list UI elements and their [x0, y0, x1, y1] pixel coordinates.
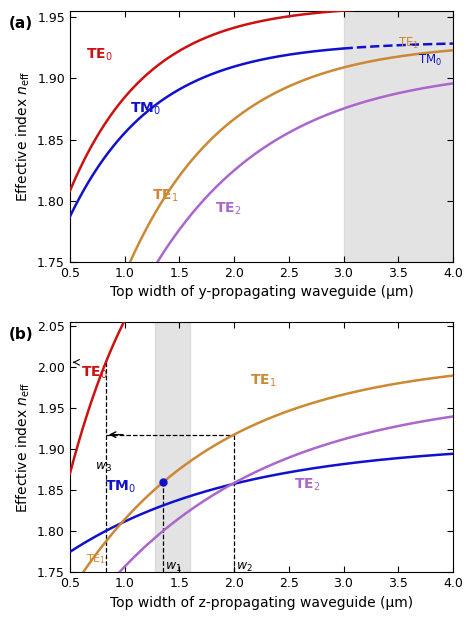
Text: TM$_0$: TM$_0$	[130, 101, 161, 117]
Text: TM$_0$: TM$_0$	[418, 53, 442, 68]
Text: TE$_1$: TE$_1$	[152, 188, 178, 204]
Text: TE$_0$: TE$_0$	[86, 47, 113, 63]
Text: TE$_2$: TE$_2$	[294, 476, 320, 493]
Text: $w_3$: $w_3$	[95, 461, 112, 474]
Text: TE$_1$: TE$_1$	[86, 552, 107, 566]
X-axis label: Top width of z-propagating waveguide (μm): Top width of z-propagating waveguide (μm…	[110, 596, 413, 610]
Text: TM$_0$: TM$_0$	[105, 478, 136, 495]
Y-axis label: Effective index $n_{\rm eff}$: Effective index $n_{\rm eff}$	[14, 381, 32, 513]
Text: $w_1$: $w_1$	[165, 561, 182, 574]
Text: TE$_1$: TE$_1$	[398, 35, 419, 51]
Text: TE$_1$: TE$_1$	[250, 373, 277, 389]
X-axis label: Top width of y-propagating waveguide (μm): Top width of y-propagating waveguide (μm…	[109, 286, 413, 299]
Bar	[344, 11, 453, 262]
Text: $w_2$: $w_2$	[236, 561, 253, 574]
Bar	[155, 322, 190, 573]
Text: TE$_2$: TE$_2$	[216, 201, 242, 217]
Text: TE$_0$: TE$_0$	[81, 365, 108, 381]
Text: (a): (a)	[9, 16, 33, 31]
Y-axis label: Effective index $n_{\rm eff}$: Effective index $n_{\rm eff}$	[14, 71, 32, 202]
Text: (b): (b)	[9, 327, 33, 342]
